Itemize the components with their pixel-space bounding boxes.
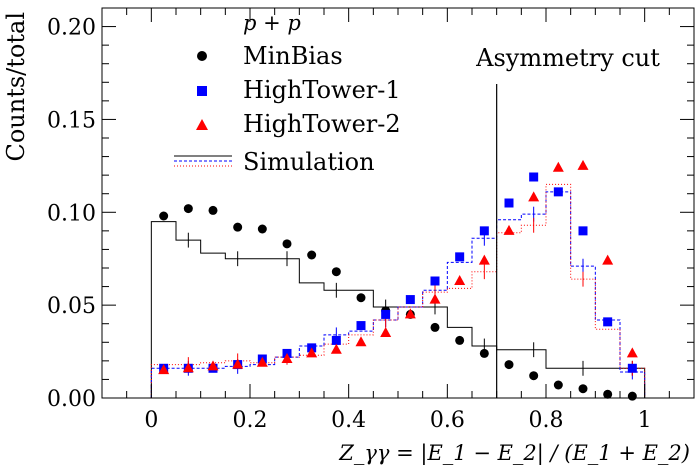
asymmetry-cut-label: Asymmetry cut xyxy=(475,44,660,72)
x-tick-label: 0.8 xyxy=(529,408,564,433)
point-minbias xyxy=(356,293,366,303)
x-axis-title: Z_γγ = |E_1 − E_2| / (E_1 + E_2) xyxy=(338,441,690,466)
point-hightower1 xyxy=(381,309,391,319)
frame-and-ticks xyxy=(101,7,695,399)
y-axis-title: Counts/total xyxy=(2,12,30,162)
point-hightower2 xyxy=(330,343,342,354)
point-minbias xyxy=(257,224,267,234)
point-hightower1 xyxy=(529,172,539,182)
point-hightower1 xyxy=(603,317,613,327)
y-tick-label: 0.15 xyxy=(47,108,96,133)
x-tick-label: 1 xyxy=(638,408,652,433)
point-minbias xyxy=(578,384,588,394)
x-tick-label: 0.2 xyxy=(233,408,268,433)
point-minbias xyxy=(529,371,539,381)
point-minbias xyxy=(455,335,465,345)
legend-header: p + p xyxy=(243,11,301,35)
point-hightower2 xyxy=(454,275,466,285)
sim-histogram-minbias xyxy=(150,221,646,398)
point-minbias xyxy=(479,348,489,358)
x-tick-label: 0.6 xyxy=(430,408,465,433)
x-tick-label: 0 xyxy=(144,408,158,433)
x-tick-label: 0.4 xyxy=(331,408,366,433)
point-hightower2 xyxy=(429,293,441,304)
point-hightower2 xyxy=(306,347,318,358)
point-hightower2 xyxy=(404,308,416,319)
point-hightower1 xyxy=(553,187,563,197)
legend-marker-minbias xyxy=(197,51,207,61)
point-minbias xyxy=(331,267,341,277)
point-minbias xyxy=(627,391,637,401)
legend-label-minbias: MinBias xyxy=(243,42,343,70)
point-minbias xyxy=(282,239,292,249)
legend-label-hightower1: HighTower-1 xyxy=(243,76,401,104)
point-hightower2 xyxy=(528,191,540,202)
point-minbias xyxy=(603,389,613,399)
legend-label-simulation: Simulation xyxy=(243,148,375,176)
point-hightower2 xyxy=(232,358,244,369)
point-hightower1 xyxy=(578,226,588,236)
point-hightower2 xyxy=(207,360,219,371)
tick-labels: 0 0.2 0.4 0.6 0.8 1 0.00 0.05 0.10 0.15 0.20 xyxy=(47,16,652,433)
sim-histograms xyxy=(150,183,646,398)
point-hightower2 xyxy=(478,254,490,265)
point-minbias xyxy=(553,380,563,390)
point-hightower2 xyxy=(182,362,194,373)
point-hightower2 xyxy=(503,224,515,235)
y-tick-label: 0.00 xyxy=(47,387,96,412)
y-tick-label: 0.05 xyxy=(47,294,96,319)
point-hightower1 xyxy=(405,295,415,305)
point-minbias xyxy=(208,205,218,215)
point-hightower2 xyxy=(626,347,638,358)
point-minbias xyxy=(183,204,193,214)
point-hightower1 xyxy=(430,276,440,286)
point-hightower2 xyxy=(158,364,170,375)
y-tick-label: 0.20 xyxy=(47,16,96,41)
point-hightower2 xyxy=(256,356,268,367)
point-minbias xyxy=(504,360,514,370)
legend: p + p MinBias HighTower-1 HighTower-2 Si… xyxy=(174,11,401,176)
point-hightower1 xyxy=(504,198,514,208)
point-hightower2 xyxy=(355,336,367,347)
legend-label-hightower2: HighTower-2 xyxy=(243,110,401,138)
sim-histogram-hightower1 xyxy=(150,191,646,398)
legend-marker-hightower1 xyxy=(197,86,207,96)
point-hightower1 xyxy=(455,252,465,262)
point-hightower2 xyxy=(577,159,589,170)
data-markers xyxy=(158,159,638,401)
point-minbias xyxy=(307,250,317,260)
point-hightower1 xyxy=(331,335,341,345)
point-hightower1 xyxy=(627,363,637,373)
y-tick-label: 0.10 xyxy=(47,201,96,226)
point-minbias xyxy=(159,211,169,221)
point-minbias xyxy=(233,222,243,232)
point-hightower1 xyxy=(356,321,366,331)
point-hightower2 xyxy=(552,161,564,172)
point-hightower1 xyxy=(479,226,489,236)
point-hightower2 xyxy=(380,327,392,337)
point-hightower2 xyxy=(281,353,293,363)
legend-marker-hightower2 xyxy=(196,119,208,130)
point-minbias xyxy=(430,322,440,332)
point-hightower2 xyxy=(602,254,614,265)
